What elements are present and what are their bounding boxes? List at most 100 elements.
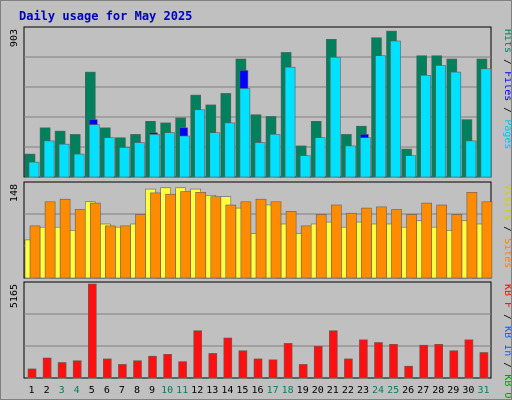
bar-kbytes-kb-f-11 xyxy=(178,361,187,379)
legend-part: / xyxy=(502,356,511,374)
bar-visits-sites-6 xyxy=(105,225,116,279)
x-axis-ticks: 1 2 3 4 5 6 7 8 9 10 11 12 13 14 15 16 17 18 19 20 21 22 23 24 2… xyxy=(28,385,489,396)
legend-part: / xyxy=(502,53,511,71)
bar-visits-sites-11 xyxy=(180,191,191,279)
bar-visits-sites-2 xyxy=(44,201,56,279)
y-max-label-visits: 148 xyxy=(9,184,20,202)
bar-kbytes-kb-f-26 xyxy=(404,365,413,379)
x-tick-2: 2 xyxy=(44,385,50,396)
bar-hits-pages-20 xyxy=(314,137,326,178)
bar-hits-pages-12 xyxy=(194,109,205,178)
x-tick-7: 7 xyxy=(119,385,125,396)
bar-hits-pages-2 xyxy=(43,140,55,178)
x-tick-10: 10 xyxy=(161,385,173,396)
bar-hits-pages-10 xyxy=(164,132,175,178)
bar-kbytes-kb-f-21 xyxy=(328,330,338,379)
bar-hits-pages-27 xyxy=(420,75,432,178)
bar-kbytes-kb-f-1 xyxy=(27,368,37,379)
panel-hits: 903 Hits / Files / Pages xyxy=(9,26,511,178)
bar-hits-pages-1 xyxy=(28,161,40,178)
bar-visits-sites-27 xyxy=(421,202,433,279)
bar-hits-pages-15 xyxy=(239,88,251,178)
bar-visits-sites-12 xyxy=(195,192,206,279)
bar-hits-pages-30 xyxy=(465,140,477,178)
legend-part: KB F xyxy=(502,284,511,308)
x-tick-27: 27 xyxy=(417,385,429,396)
bar-hits-pages-17 xyxy=(269,134,281,178)
bar-visits-sites-31 xyxy=(481,201,493,279)
bar-hits-pages-4 xyxy=(73,153,85,178)
y-max-label-hits: 903 xyxy=(9,29,20,47)
bar-kbytes-kb-f-15 xyxy=(238,350,248,379)
bar-visits-sites-16 xyxy=(255,198,267,279)
x-tick-8: 8 xyxy=(134,385,140,396)
bar-hits-pages-3 xyxy=(58,143,70,178)
bar-hits-pages-26 xyxy=(405,155,416,178)
panel-visits: 148 Visits / Sites xyxy=(9,181,511,279)
bar-visits-sites-21 xyxy=(330,204,342,279)
x-tick-1: 1 xyxy=(28,385,34,396)
bar-hits-pages-11 xyxy=(179,135,190,178)
bar-hits-pages-21 xyxy=(329,57,341,178)
bar-hits-pages-25 xyxy=(390,40,401,178)
bar-kbytes-kb-f-25 xyxy=(389,343,398,379)
bar-kbytes-kb-f-10 xyxy=(163,353,172,379)
bar-visits-sites-26 xyxy=(406,214,417,279)
bar-hits-pages-9 xyxy=(149,134,160,178)
legend-part: / xyxy=(502,308,511,326)
bar-visits-sites-18 xyxy=(285,211,297,279)
bar-visits-sites-28 xyxy=(436,204,448,279)
legend-part: Hits xyxy=(502,29,511,53)
legend-part: Pages xyxy=(502,119,511,149)
bar-hits-pages-16 xyxy=(254,142,266,178)
bar-kbytes-kb-f-4 xyxy=(72,360,82,379)
bar-visits-sites-30 xyxy=(466,192,478,279)
x-tick-16: 16 xyxy=(251,385,263,396)
bar-kbytes-kb-f-24 xyxy=(374,342,383,379)
bar-hits-pages-6 xyxy=(104,137,115,178)
panel-kbytes: 5165 KB F / KB In / KB Out xyxy=(9,281,511,399)
x-tick-28: 28 xyxy=(432,385,444,396)
bar-hits-pages-23 xyxy=(360,137,371,178)
bar-visits-sites-3 xyxy=(59,198,71,279)
bar-hits-pages-24 xyxy=(375,55,386,178)
bar-kbytes-kb-f-13 xyxy=(208,353,218,379)
bar-kbytes-kb-f-17 xyxy=(268,359,278,379)
bar-visits-sites-29 xyxy=(451,214,463,279)
x-tick-3: 3 xyxy=(59,385,65,396)
bar-visits-sites-8 xyxy=(135,214,146,279)
x-tick-6: 6 xyxy=(104,385,110,396)
x-tick-11: 11 xyxy=(176,385,188,396)
bar-kbytes-kb-f-18 xyxy=(283,343,293,379)
x-tick-21: 21 xyxy=(327,385,339,396)
bar-kbytes-kb-f-19 xyxy=(298,364,308,379)
legend-kbytes: KB F / KB In / KB Out xyxy=(502,284,511,399)
bar-visits-sites-7 xyxy=(120,225,131,279)
bar-visits-sites-14 xyxy=(225,204,237,279)
x-tick-29: 29 xyxy=(447,385,459,396)
x-tick-26: 26 xyxy=(402,385,414,396)
legend-part: Files xyxy=(502,71,511,101)
bar-kbytes-kb-f-6 xyxy=(103,358,112,379)
bar-visits-sites-15 xyxy=(240,201,252,279)
legend-part: Sites xyxy=(502,238,511,268)
bar-visits-sites-19 xyxy=(300,225,312,279)
bar-hits-pages-19 xyxy=(299,155,311,178)
chart-title: Daily usage for May 2025 xyxy=(19,9,192,23)
bar-kbytes-kb-f-23 xyxy=(359,339,368,379)
legend-part: / xyxy=(502,101,511,119)
bar-hits-pages-13 xyxy=(209,132,221,178)
bar-visits-sites-10 xyxy=(165,193,176,279)
x-tick-15: 15 xyxy=(236,385,248,396)
bar-kbytes-kb-f-27 xyxy=(419,344,429,379)
bar-kbytes-kb-f-30 xyxy=(464,339,474,379)
x-tick-30: 30 xyxy=(462,385,474,396)
bar-hits-pages-18 xyxy=(284,66,296,178)
bar-kbytes-kb-f-16 xyxy=(253,358,263,379)
bar-kbytes-kb-f-28 xyxy=(434,343,444,379)
bar-visits-sites-25 xyxy=(391,209,402,279)
x-tick-18: 18 xyxy=(282,385,294,396)
bar-kbytes-kb-f-8 xyxy=(133,360,142,379)
